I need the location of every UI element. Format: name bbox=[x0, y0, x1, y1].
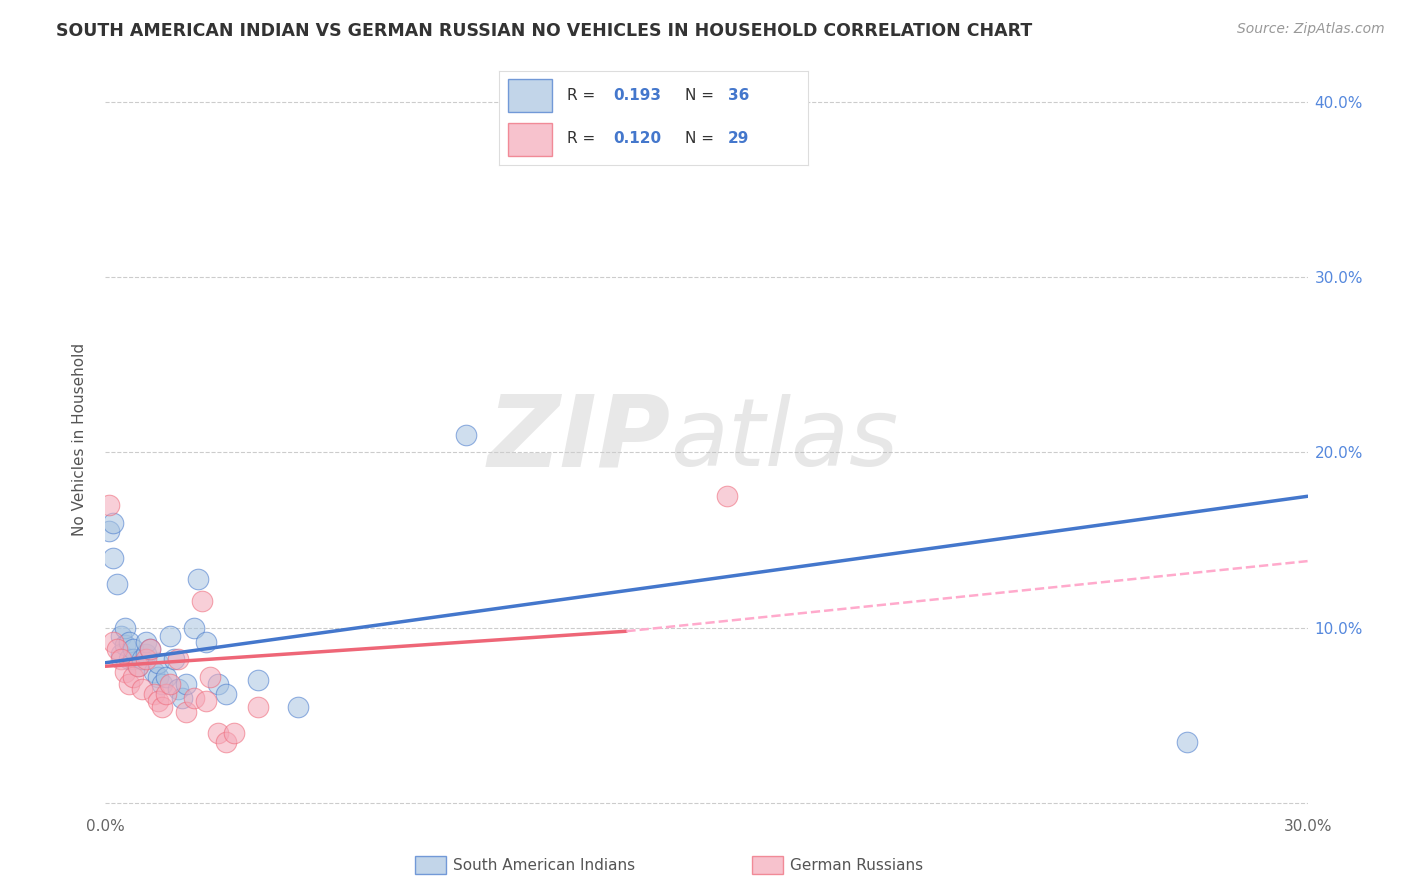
Point bbox=[1177, 734, 1199, 748]
Point bbox=[174, 677, 197, 691]
Point bbox=[207, 677, 229, 691]
Point bbox=[246, 699, 269, 714]
Point bbox=[114, 638, 136, 652]
Text: 0.193: 0.193 bbox=[613, 87, 662, 103]
Point bbox=[110, 652, 132, 666]
Point bbox=[103, 516, 125, 530]
Point bbox=[114, 621, 136, 635]
Point bbox=[146, 670, 169, 684]
Point bbox=[135, 634, 157, 648]
Point bbox=[183, 621, 205, 635]
Text: German Russians: German Russians bbox=[790, 858, 924, 872]
Point bbox=[118, 652, 141, 666]
Text: ZIP: ZIP bbox=[488, 391, 671, 488]
Point bbox=[162, 652, 184, 666]
Point bbox=[174, 705, 197, 719]
Text: N =: N = bbox=[685, 87, 718, 103]
Text: Source: ZipAtlas.com: Source: ZipAtlas.com bbox=[1237, 22, 1385, 37]
Point bbox=[118, 677, 141, 691]
Bar bbox=[509, 123, 551, 156]
Point bbox=[127, 659, 149, 673]
Point bbox=[155, 670, 177, 684]
Point bbox=[716, 489, 738, 503]
Text: South American Indians: South American Indians bbox=[453, 858, 636, 872]
Point bbox=[118, 634, 141, 648]
Point bbox=[214, 734, 236, 748]
Point bbox=[146, 656, 169, 670]
Point bbox=[150, 699, 173, 714]
Point bbox=[166, 681, 188, 696]
Point bbox=[246, 673, 269, 688]
Point bbox=[194, 634, 217, 648]
Point bbox=[127, 659, 149, 673]
Text: R =: R = bbox=[567, 87, 600, 103]
Point bbox=[454, 428, 477, 442]
Point bbox=[150, 677, 173, 691]
Point bbox=[190, 594, 212, 608]
Point bbox=[142, 665, 165, 679]
Text: 36: 36 bbox=[728, 87, 749, 103]
Point bbox=[170, 690, 193, 705]
Point bbox=[98, 524, 121, 539]
Point bbox=[103, 550, 125, 565]
Point bbox=[135, 652, 157, 666]
Point bbox=[122, 670, 145, 684]
Point bbox=[122, 641, 145, 656]
Point bbox=[138, 641, 160, 656]
Point bbox=[146, 694, 169, 708]
Text: atlas: atlas bbox=[671, 393, 898, 485]
Text: 29: 29 bbox=[728, 131, 749, 146]
Point bbox=[166, 652, 188, 666]
Point bbox=[107, 641, 129, 656]
Point bbox=[131, 681, 153, 696]
Point bbox=[142, 687, 165, 701]
Point bbox=[110, 647, 132, 661]
Point bbox=[214, 687, 236, 701]
Point bbox=[198, 670, 221, 684]
Bar bbox=[509, 78, 551, 112]
Y-axis label: No Vehicles in Household: No Vehicles in Household bbox=[72, 343, 87, 536]
Point bbox=[135, 647, 157, 661]
Point bbox=[138, 641, 160, 656]
Point bbox=[187, 572, 209, 586]
Point bbox=[107, 577, 129, 591]
Point bbox=[159, 630, 181, 644]
Point bbox=[183, 690, 205, 705]
Text: SOUTH AMERICAN INDIAN VS GERMAN RUSSIAN NO VEHICLES IN HOUSEHOLD CORRELATION CHA: SOUTH AMERICAN INDIAN VS GERMAN RUSSIAN … bbox=[56, 22, 1032, 40]
Point bbox=[287, 699, 309, 714]
Text: R =: R = bbox=[567, 131, 600, 146]
Point bbox=[222, 726, 245, 740]
Point bbox=[114, 665, 136, 679]
Point bbox=[159, 677, 181, 691]
Point bbox=[155, 687, 177, 701]
Point bbox=[122, 652, 145, 666]
Point bbox=[110, 630, 132, 644]
Point bbox=[103, 634, 125, 648]
Point bbox=[98, 498, 121, 512]
Point bbox=[131, 652, 153, 666]
Point bbox=[194, 694, 217, 708]
Text: N =: N = bbox=[685, 131, 718, 146]
Text: 0.120: 0.120 bbox=[613, 131, 662, 146]
Point bbox=[207, 726, 229, 740]
